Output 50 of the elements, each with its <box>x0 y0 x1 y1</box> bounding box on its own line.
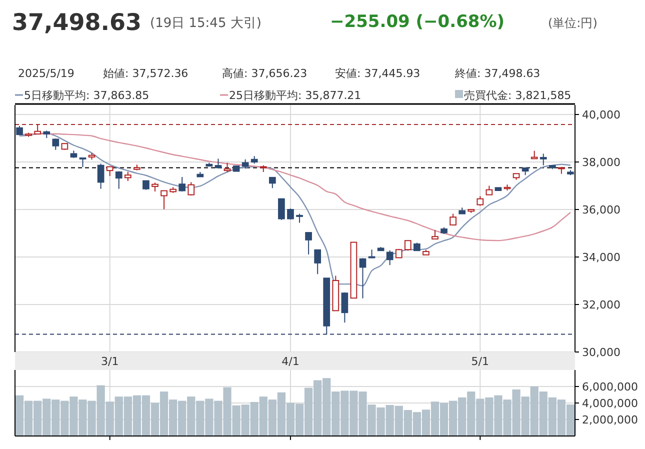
candlestick <box>124 171 132 182</box>
x-tick-label: 4/1 <box>282 355 300 368</box>
text: 安値: 37,445.93 <box>335 67 420 80</box>
candlestick <box>404 240 412 252</box>
candlestick <box>224 162 231 172</box>
y-tick-label: 36,000 <box>582 203 620 216</box>
candlestick <box>296 213 303 224</box>
candlestick <box>278 198 285 220</box>
candlestick <box>341 292 348 324</box>
candlestick <box>486 185 493 196</box>
candlestick <box>34 124 42 134</box>
y-tick-label: 34,000 <box>582 250 620 264</box>
candlestick <box>314 249 322 275</box>
text: 2025/5/19 <box>18 67 74 80</box>
y-tick-label: 30,000 <box>582 346 620 359</box>
candlestick <box>359 258 366 299</box>
candlestick <box>268 176 276 189</box>
y-tick-label: 6,000,000 <box>582 380 638 394</box>
y-tick-label: 4,000,000 <box>582 396 638 410</box>
text: 高値: 37,656.23 <box>222 67 308 80</box>
y-tick-label: 2,000,000 <box>582 413 638 426</box>
candlestick <box>142 180 150 190</box>
candlestick <box>287 208 294 220</box>
legend-label: 25日移動平均: 35,877.21 <box>229 89 362 102</box>
candlestick <box>386 250 394 266</box>
text: 始値: 37,572.36 <box>103 67 188 80</box>
candlestick <box>97 163 104 190</box>
candlestick <box>115 170 122 190</box>
y-tick-label: 32,000 <box>582 298 620 312</box>
y-tick-label: 40,000 <box>582 108 620 122</box>
text: (19日 15:45 大引) <box>150 16 262 31</box>
candlestick <box>79 157 86 168</box>
candlestick <box>178 176 186 192</box>
candlestick <box>305 232 312 255</box>
candlestick <box>188 182 195 196</box>
legend-label: 売買代金: 3,821,585 <box>464 89 572 102</box>
text: −255.09 (−0.68%) <box>330 12 505 32</box>
text: (単位:円) <box>548 16 598 30</box>
text: 終値: 37,498.63 <box>454 67 540 80</box>
x-tick-label: 5/1 <box>471 355 490 368</box>
candlestick <box>160 190 168 210</box>
legend-label: 5日移動平均: 37,863.85 <box>24 89 150 102</box>
candlestick <box>242 158 249 170</box>
x-tick-label: 3/1 <box>100 355 119 368</box>
candlestick <box>450 213 456 226</box>
y-tick-label: 38,000 <box>582 156 620 169</box>
chart-title: 37,498.63 <box>12 10 142 36</box>
candlestick <box>214 158 222 169</box>
candlestick <box>106 166 114 177</box>
candlestick <box>540 153 547 166</box>
